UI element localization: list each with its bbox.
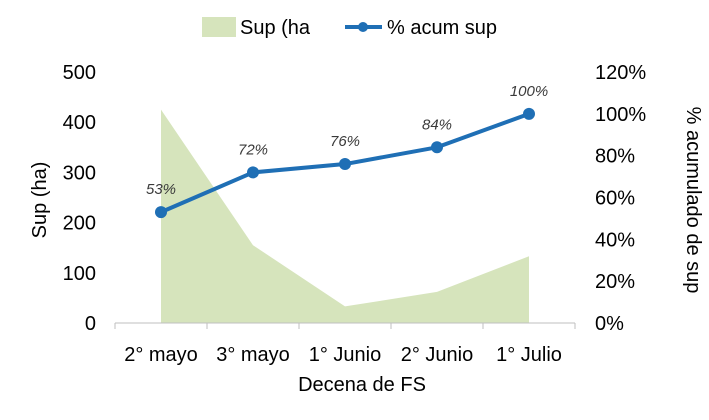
data-label: 84% [422, 116, 452, 133]
y2-tick-label: 40% [595, 229, 635, 251]
y-tick-label: 0 [85, 313, 96, 335]
legend-swatch-marker [358, 22, 368, 32]
data-labels: 53% 72% 76% 84% 100% [146, 83, 548, 198]
y2-tick-label: 0% [595, 313, 624, 335]
line-series [155, 107, 535, 219]
y-tick-label: 100 [63, 263, 96, 285]
x-tick-label: 2° mayo [124, 344, 198, 366]
y2-tick-label: 100% [595, 104, 646, 126]
legend-swatch-area [202, 17, 236, 37]
axes: 2° mayo 3° mayo 1° Junio 2° Junio 1° Julio 0 1… [63, 62, 647, 366]
y-axis-title: Sup (ha) [29, 162, 51, 239]
legend-label-line: % acum sup [387, 17, 497, 39]
area-fill [161, 109, 529, 324]
x-tick-label: 1° Junio [309, 344, 382, 366]
data-label: 76% [330, 133, 360, 150]
y2-axis-title: % acumulado de sup [682, 107, 704, 294]
y2-tick-label: 20% [595, 271, 635, 293]
line-point [523, 107, 535, 120]
x-axis-title: Decena de FS [298, 374, 426, 396]
legend: Sup (ha % acum sup [202, 17, 497, 39]
line-point [155, 206, 167, 219]
area-series [161, 109, 529, 324]
legend-label-area: Sup (ha [240, 17, 311, 39]
plot-area: 2° mayo 3° mayo 1° Junio 2° Junio 1° Julio 0 1… [63, 62, 647, 366]
y-tick-label: 200 [63, 213, 96, 235]
data-label: 53% [146, 181, 176, 198]
line-point [431, 141, 443, 154]
data-label: 72% [238, 141, 268, 158]
y-tick-label: 400 [63, 112, 96, 134]
y2-tick-label: 80% [595, 146, 635, 168]
data-label: 100% [510, 83, 548, 100]
line-point [339, 158, 351, 171]
x-tick-label: 3° mayo [216, 344, 290, 366]
y2-tick-label: 120% [595, 62, 646, 84]
y-tick-label: 500 [63, 62, 96, 84]
y-tick-label: 300 [63, 162, 96, 184]
y2-tick-label: 60% [595, 188, 635, 210]
line-point [247, 166, 259, 179]
x-tick-label: 1° Julio [496, 344, 562, 366]
x-tick-label: 2° Junio [401, 344, 474, 366]
